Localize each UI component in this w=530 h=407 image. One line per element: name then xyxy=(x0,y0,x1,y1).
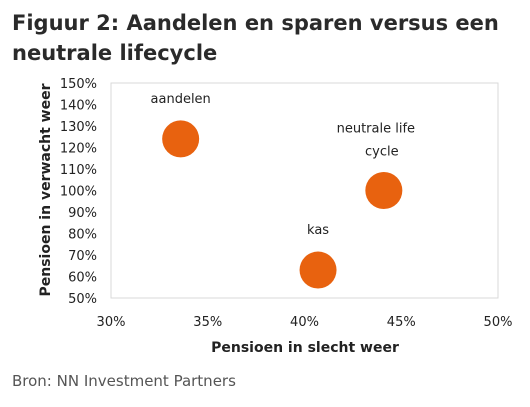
data-point xyxy=(365,172,403,209)
x-tick-label: 40% xyxy=(290,315,319,330)
plot-border xyxy=(110,82,499,299)
y-tick-label: 90% xyxy=(68,206,97,221)
y-tick-label: 60% xyxy=(68,271,97,286)
y-tick-label: 130% xyxy=(60,120,97,135)
x-axis-label: Pensioen in slecht weer xyxy=(211,340,399,356)
y-tick-label: 80% xyxy=(68,228,97,243)
y-axis-tick-labels: 50% 60% 70% 80% 90% 100% 110% 120% 130% 140% 150% xyxy=(60,77,97,307)
x-tick-label: 30% xyxy=(97,315,126,330)
data-point xyxy=(162,120,200,158)
x-tick-label: 45% xyxy=(387,315,416,330)
data-point-label: neutrale life cycle xyxy=(337,122,415,160)
y-tick-label: 110% xyxy=(60,163,97,178)
y-tick-label: 120% xyxy=(60,142,97,157)
data-points xyxy=(162,120,403,289)
y-tick-label: 140% xyxy=(60,99,97,114)
data-point-label: kas xyxy=(307,223,329,238)
y-axis-label: Pensioen in verwacht weer xyxy=(38,83,54,296)
figure-title: Figuur 2: Aandelen en sparen versus een … xyxy=(12,11,499,65)
x-tick-label: 50% xyxy=(484,315,513,330)
data-point xyxy=(299,251,337,289)
x-axis-tick-labels: 30% 35% 40% 45% 50% xyxy=(97,315,513,330)
data-point-labels: aandelen neutrale life cycle kas xyxy=(151,92,416,238)
data-point-label: aandelen xyxy=(151,92,211,107)
y-tick-label: 100% xyxy=(60,185,97,200)
y-tick-label: 70% xyxy=(68,249,97,264)
x-tick-label: 35% xyxy=(193,315,222,330)
y-tick-label: 50% xyxy=(68,292,97,307)
y-tick-label: 150% xyxy=(60,77,97,92)
source-note: Bron: NN Investment Partners xyxy=(12,372,236,390)
